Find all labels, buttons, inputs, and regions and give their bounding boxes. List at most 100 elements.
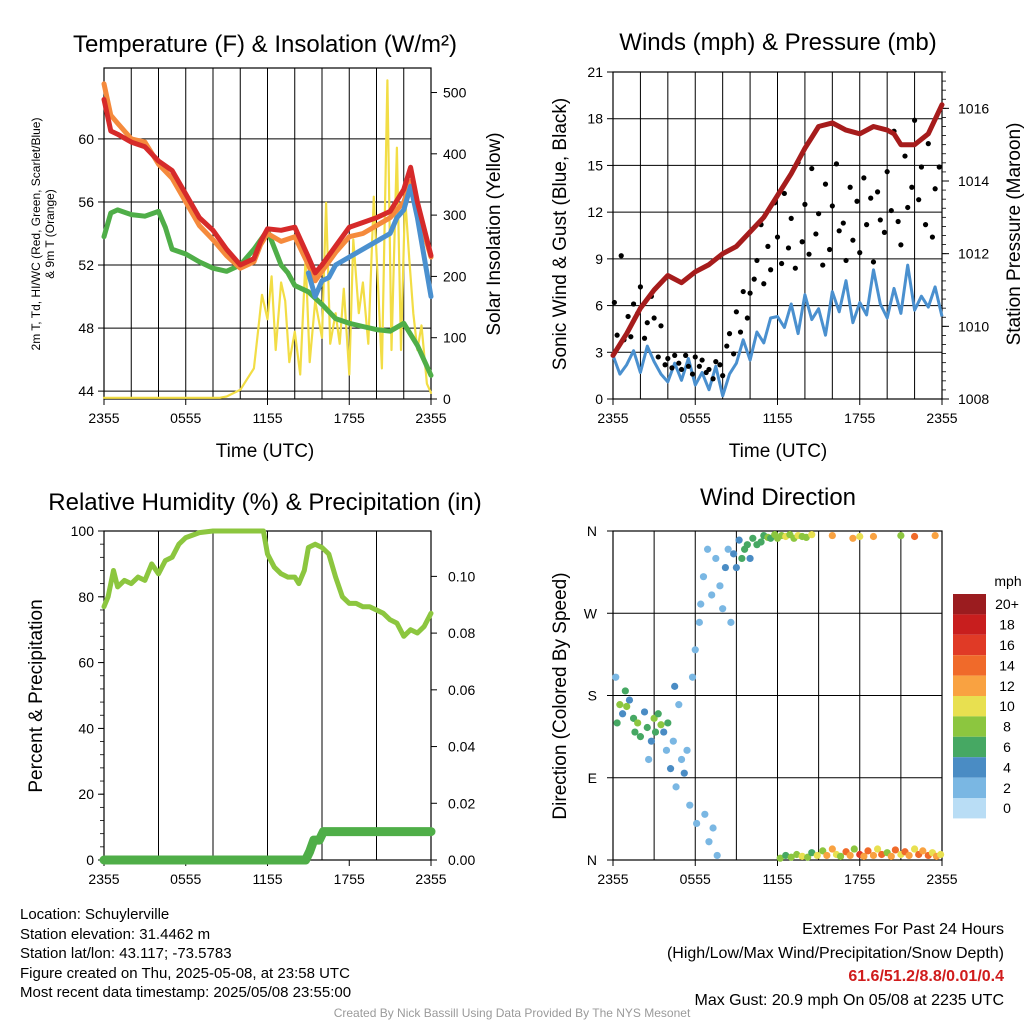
gust-point [658, 323, 664, 329]
direction-point [856, 532, 864, 541]
x-axis-label: Time (UTC) [729, 441, 828, 462]
y-tick-label: 60 [78, 131, 94, 147]
direction-point [680, 769, 688, 777]
station-latlon: Station lat/lon: 43.117; -73.5783 [20, 945, 232, 962]
y-tick-label: 12 [587, 204, 603, 220]
y-axis-label: Sonic Wind & Gust (Blue, Black) [550, 98, 571, 370]
direction-point [808, 531, 816, 539]
direction-point [828, 531, 836, 540]
direction-point [709, 824, 717, 832]
direction-point [697, 600, 705, 608]
direction-point [730, 550, 738, 558]
gust-point [888, 207, 894, 214]
y2-tick-label: 0.00 [448, 852, 475, 868]
y-tick-label: 6 [595, 298, 603, 314]
gust-point [868, 195, 874, 201]
direction-point [650, 714, 658, 722]
direction-point [735, 536, 743, 544]
gust-point [850, 237, 856, 243]
direction-point [671, 682, 679, 690]
direction-point [688, 673, 697, 681]
gust-point [672, 352, 678, 358]
series-solar [102, 79, 433, 399]
direction-point [860, 852, 868, 860]
gust-point [692, 354, 698, 360]
direction-point [937, 850, 945, 859]
x-tick-label: 2355 [597, 410, 628, 426]
gust-point [662, 362, 668, 368]
gust-point [877, 217, 883, 223]
y2-tick-label: 400 [443, 146, 467, 162]
direction-point [708, 591, 716, 599]
x-tick-label: 1155 [762, 410, 792, 426]
colorbar-cell [953, 736, 986, 758]
x-tick-label: 1155 [252, 871, 282, 887]
y2-tick-label: 0 [443, 391, 451, 407]
series-rh [101, 528, 434, 639]
x-tick-label: 2355 [415, 410, 446, 426]
direction-point [613, 719, 621, 727]
direction-point [823, 851, 831, 860]
gust-point [843, 257, 849, 264]
series-temp_2m [101, 97, 434, 276]
gust-point [744, 315, 750, 321]
gust-point [641, 335, 648, 341]
y2-tick-label: 0.08 [448, 625, 475, 641]
direction-point [776, 854, 784, 862]
gust-point [833, 161, 840, 167]
direction-point [891, 846, 899, 854]
direction-point [618, 710, 627, 718]
direction-point [616, 701, 624, 709]
direction-point [713, 851, 721, 860]
station-elevation: Station elevation: 31.4462 m [20, 925, 211, 943]
direction-point [793, 850, 801, 859]
gust-point [731, 351, 737, 357]
y2-axis-label: Station Pressure (Maroon) [1004, 123, 1024, 346]
gust-point [625, 313, 631, 320]
direction-point [757, 538, 765, 546]
colorbar-label: 6 [1003, 739, 1011, 755]
direction-point [640, 708, 649, 716]
gust-point [685, 363, 691, 369]
gust-point [785, 245, 792, 251]
y-tick-label: 80 [78, 589, 94, 605]
direction-point [869, 532, 878, 541]
gust-point [665, 355, 671, 362]
colorbar-label: 10 [999, 698, 1015, 714]
series-pressure [610, 102, 945, 358]
y-tick-label: 48 [78, 320, 94, 336]
colorbar-cell [953, 655, 986, 676]
max-gust: Max Gust: 20.9 mph On 05/08 at 2235 UTC [694, 991, 1005, 1009]
station-info: Location: Schuylerville Station elevatio… [20, 905, 351, 1003]
colorbar-cell [953, 777, 986, 798]
y2-tick-label: 200 [443, 268, 467, 284]
x-tick-label: 2355 [926, 410, 957, 426]
gust-point [737, 329, 744, 335]
direction-point [864, 847, 872, 855]
x-tick-label: 2355 [88, 871, 119, 887]
y-tick-label: 0 [86, 852, 94, 868]
gust-point [840, 220, 846, 226]
direction-point [686, 801, 694, 809]
gust-point [740, 288, 746, 295]
series-wind-speed [611, 263, 944, 398]
gust-point [788, 215, 794, 221]
y2-axis-label: Solar Insolation (Yellow) [484, 132, 505, 335]
direction-point [910, 845, 919, 853]
y-tick-label: 52 [78, 257, 94, 273]
direction-point [738, 554, 746, 563]
gust-point [644, 320, 650, 326]
y-tick-label: 21 [587, 64, 603, 80]
y2-tick-label: 0.10 [448, 568, 475, 584]
direction-point [664, 719, 672, 727]
direction-point [787, 853, 795, 861]
colorbar-label: 2 [1003, 780, 1011, 796]
direction-point [675, 701, 683, 709]
colorbar-cell [953, 798, 986, 819]
direction-point [662, 746, 671, 754]
gust-point [881, 229, 888, 235]
gust-point [870, 259, 877, 265]
x-axis-label: Time (UTC) [216, 441, 315, 462]
x-tick-label: 1755 [334, 871, 365, 887]
gust-point [813, 231, 819, 237]
